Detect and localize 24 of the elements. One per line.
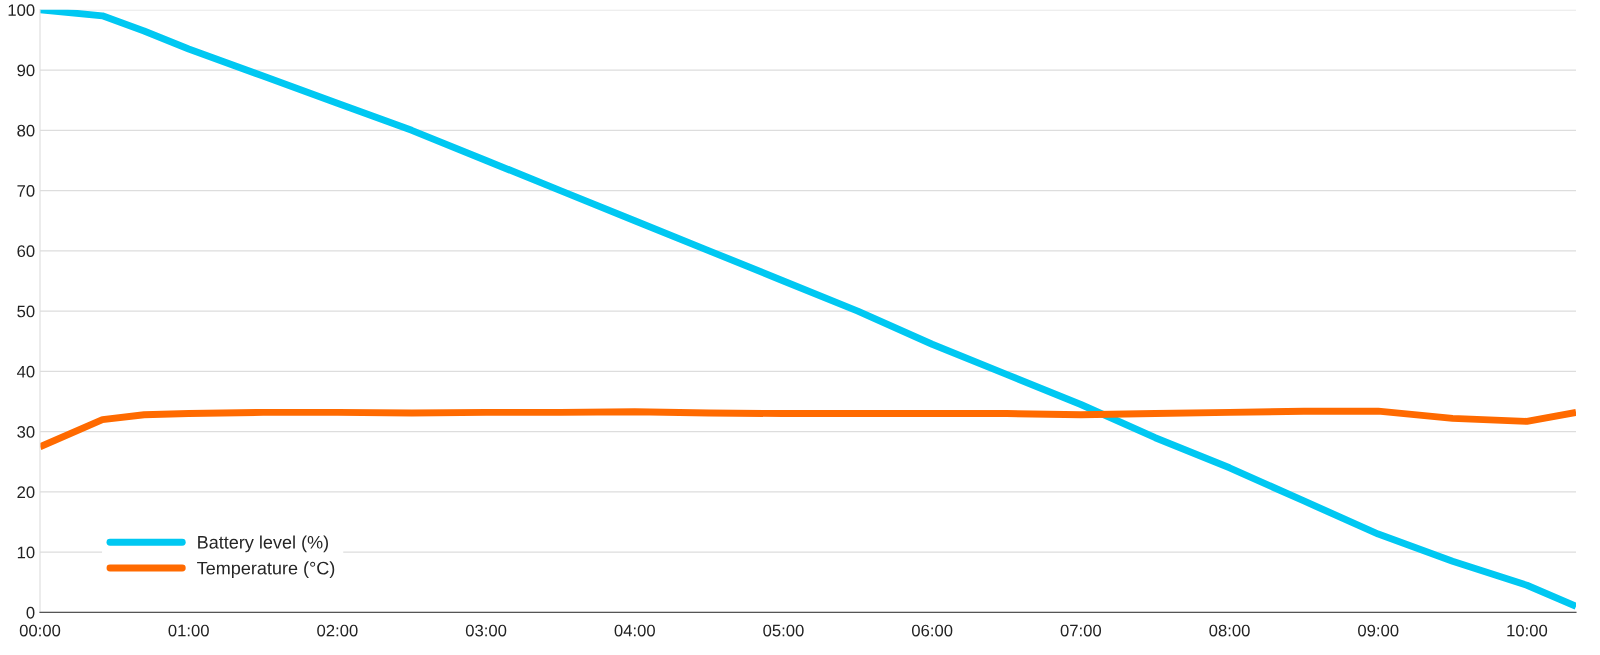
y-tick-label: 40 (16, 365, 35, 378)
x-tick-label: 09:00 (1358, 624, 1399, 637)
x-tick-label: 10:00 (1507, 624, 1548, 637)
x-tick-label: 02:00 (317, 624, 358, 637)
x-tick-label: 06:00 (911, 624, 953, 637)
x-tick-label: 07:00 (1060, 624, 1102, 637)
x-tick-label: 01:00 (168, 624, 209, 637)
y-tick-label: 50 (17, 305, 35, 318)
legend-label: Temperature (°C) (197, 561, 335, 579)
y-tick-label: 70 (17, 185, 35, 197)
y-tick-label: 60 (17, 245, 35, 258)
y-tick-label: 100 (8, 4, 35, 17)
y-tick-label: 90 (17, 64, 35, 77)
legend-label: Battery level (%) (198, 535, 328, 553)
x-tick-label: 04:00 (614, 624, 655, 637)
y-tick-label: 10 (17, 546, 35, 559)
y-tick-label: 20 (17, 486, 35, 499)
x-tick-label: 03:00 (465, 624, 507, 637)
x-tick-label: 00:00 (19, 624, 61, 637)
y-tick-label: 80 (17, 124, 35, 137)
x-tick-label: 05:00 (763, 624, 804, 637)
y-tick-label: 0 (26, 606, 35, 619)
y-tick-label: 30 (17, 426, 35, 438)
x-tick-label: 08:00 (1209, 624, 1250, 637)
